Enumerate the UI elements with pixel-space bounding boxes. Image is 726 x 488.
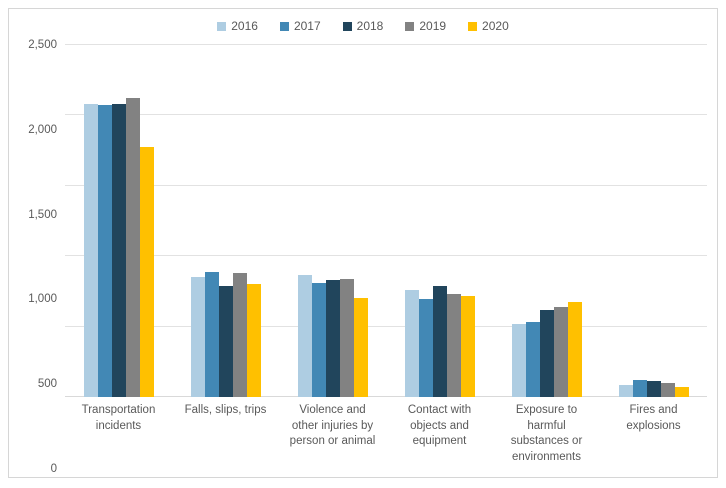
legend-item-2017: 2017	[279, 19, 321, 33]
bar-2020	[353, 297, 368, 397]
legend-item-2016: 2016	[217, 19, 258, 33]
plot-wrap: 0 500 1,000 1,500 2,000 2,500 Transportation …	[19, 39, 707, 475]
bar-2020	[246, 283, 261, 397]
bar-2018	[218, 285, 233, 397]
x-axis-category-label: Transportation incidents	[81, 404, 156, 432]
x-axis-labels: Transportation incidents Falls, slips, tr…	[65, 403, 707, 465]
bar-2016	[83, 103, 98, 397]
bar-2019	[339, 278, 354, 397]
y-axis-tick-label: 2,000	[28, 123, 57, 136]
gridline	[65, 325, 707, 327]
plot-area	[65, 44, 707, 397]
bar-2020	[139, 146, 154, 397]
legend-label: 2017	[293, 19, 321, 33]
bar-2018	[646, 380, 661, 397]
bar-2017	[632, 379, 647, 397]
gridline	[65, 44, 707, 45]
y-axis-tick-label: 1,000	[28, 293, 57, 306]
x-axis-category-label: Contact with objects and equipment	[407, 404, 472, 448]
bar-2016	[190, 277, 205, 397]
chart-figure: 2016 2017 2018 2019 2020 0 500 1,000 1,500 2,000…	[8, 8, 718, 478]
bar-2017	[418, 299, 433, 397]
bar-group	[600, 45, 707, 397]
legend-label: 2019	[419, 19, 447, 33]
bar-group	[65, 45, 172, 397]
bar-2019	[660, 383, 675, 397]
legend-label: 2016	[231, 19, 258, 33]
x-axis-category-label: Fires and explosions	[626, 404, 681, 432]
bar-2016	[297, 275, 312, 397]
gridline	[65, 114, 707, 116]
bar-2019	[446, 293, 461, 397]
bar-2020	[567, 302, 582, 397]
legend-item-2018: 2018	[342, 19, 384, 33]
y-axis-tick-label: 2,500	[28, 39, 57, 51]
bar-2017	[311, 283, 326, 397]
bar-group	[279, 45, 386, 397]
bar-2016	[511, 324, 526, 397]
gridline	[65, 255, 707, 257]
bar-2019	[553, 306, 568, 397]
bar-group	[386, 45, 493, 397]
chart-legend: 2016 2017 2018 2019 2020	[19, 15, 707, 37]
bar-2016	[404, 289, 419, 397]
legend-item-2019: 2019	[405, 19, 446, 33]
legend-swatch-icon	[468, 21, 478, 31]
x-axis-line	[65, 396, 707, 397]
bar-group	[493, 45, 600, 397]
bar-2017	[204, 272, 219, 397]
bar-2020	[674, 386, 689, 397]
legend-label: 2018	[356, 19, 384, 33]
plot-column: Transportation incidents Falls, slips, tr…	[65, 44, 707, 469]
bar-2019	[125, 98, 140, 397]
bar-2018	[539, 309, 554, 397]
x-axis-category-label: Exposure to harmful substances or enviro…	[510, 404, 583, 463]
x-axis-category-label: Violence and other injuries by person or…	[289, 404, 376, 448]
bar-2018	[432, 286, 447, 397]
legend-label: 2020	[482, 19, 509, 33]
gridline	[65, 184, 707, 186]
legend-swatch-icon	[217, 21, 227, 31]
bar-2020	[460, 296, 475, 397]
bar-2019	[232, 273, 247, 397]
bar-2016	[618, 384, 633, 397]
legend-swatch-icon	[405, 21, 415, 31]
bar-2018	[111, 104, 126, 397]
bar-groups	[65, 45, 707, 397]
y-axis: 0 500 1,000 1,500 2,000 2,500	[19, 39, 65, 475]
legend-item-2020: 2020	[468, 19, 509, 33]
legend-swatch-icon	[279, 21, 289, 31]
bar-2017	[97, 104, 112, 397]
y-axis-tick-label: 1,500	[28, 208, 57, 221]
bar-group	[172, 45, 279, 397]
y-axis-tick-label: 500	[37, 378, 57, 391]
y-axis-tick-label: 0	[50, 463, 57, 475]
bar-2018	[325, 280, 340, 397]
legend-swatch-icon	[342, 21, 352, 31]
x-axis-category-label: Falls, slips, trips	[184, 404, 267, 416]
bar-2017	[525, 322, 540, 397]
